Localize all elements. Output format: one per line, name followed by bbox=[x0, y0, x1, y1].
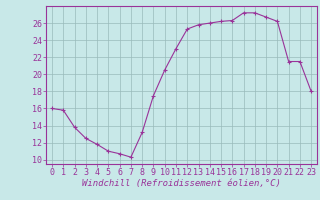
X-axis label: Windchill (Refroidissement éolien,°C): Windchill (Refroidissement éolien,°C) bbox=[82, 179, 281, 188]
